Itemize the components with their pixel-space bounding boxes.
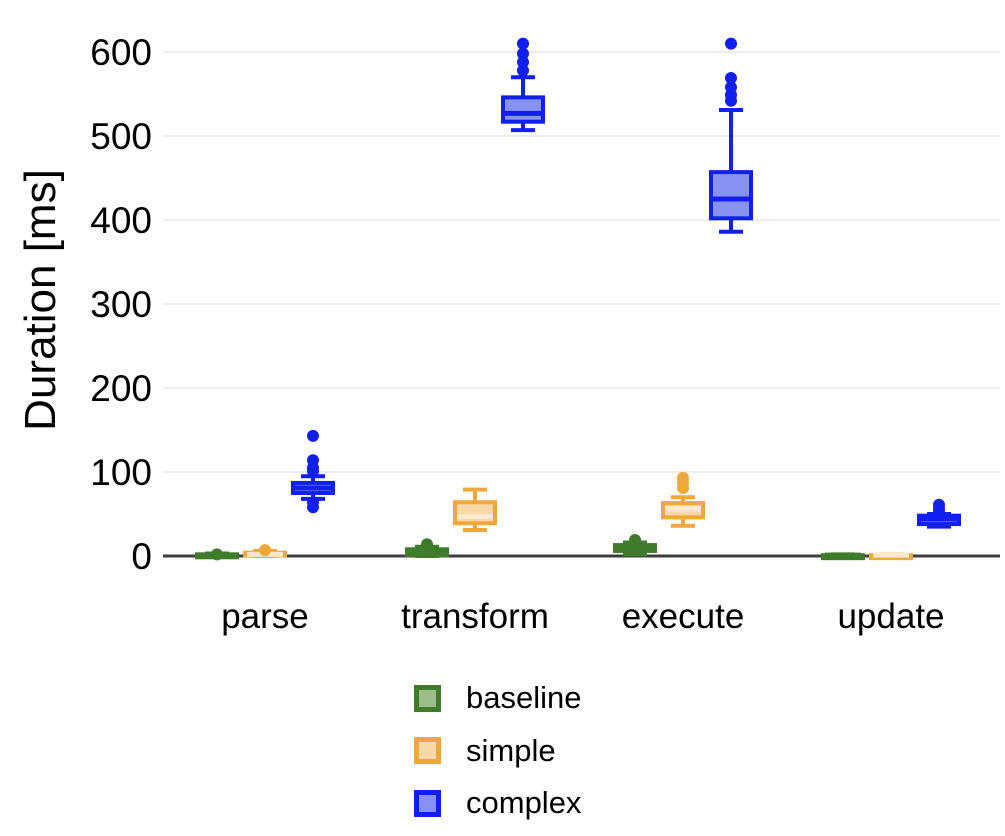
outlier-dot bbox=[725, 37, 737, 50]
x-tick-label: update bbox=[837, 597, 944, 636]
y-tick-label: 600 bbox=[90, 32, 152, 73]
outlier-dot bbox=[933, 498, 945, 511]
outlier-dot bbox=[307, 429, 319, 442]
y-tick-label: 0 bbox=[131, 536, 152, 577]
box-baseline-parse bbox=[195, 548, 239, 561]
outlier-dot bbox=[421, 538, 433, 551]
x-tick-label: transform bbox=[401, 597, 549, 636]
outlier-dot bbox=[517, 47, 529, 60]
legend-label: complex bbox=[466, 785, 582, 821]
legend: baseline simple complex bbox=[414, 680, 582, 820]
box-simple-execute bbox=[661, 471, 705, 528]
outlier-dot bbox=[725, 81, 737, 94]
legend-item-baseline: baseline bbox=[414, 680, 582, 715]
outlier-dot bbox=[517, 56, 529, 69]
outlier-dot bbox=[629, 534, 641, 547]
iqr-box bbox=[501, 95, 545, 124]
outlier-dot bbox=[307, 496, 319, 509]
y-tick-label: 100 bbox=[90, 452, 152, 493]
outlier-dot bbox=[259, 544, 271, 557]
y-tick-label: 200 bbox=[90, 368, 152, 409]
legend-label: baseline bbox=[466, 680, 582, 715]
box-complex-execute bbox=[709, 37, 753, 234]
legend-label: simple bbox=[466, 732, 556, 768]
box-complex-update bbox=[917, 498, 961, 529]
y-tick-label: 400 bbox=[90, 200, 152, 241]
outlier-dot bbox=[517, 37, 529, 50]
legend-swatch-complex bbox=[414, 789, 441, 817]
box-baseline-update bbox=[821, 552, 865, 561]
box-simple-transform bbox=[453, 487, 497, 532]
box-complex-transform bbox=[501, 37, 545, 133]
legend-item-simple: simple bbox=[414, 732, 581, 768]
y-tick-label: 300 bbox=[90, 284, 152, 325]
y-tick-label: 500 bbox=[90, 116, 152, 157]
legend-swatch-baseline bbox=[414, 684, 441, 712]
x-tick-label: parse bbox=[221, 597, 309, 636]
outlier-dot bbox=[517, 64, 529, 77]
x-tick-label: execute bbox=[622, 597, 745, 636]
box-complex-parse bbox=[291, 429, 335, 514]
outlier-dot bbox=[307, 454, 319, 467]
legend-swatch-simple bbox=[414, 737, 441, 765]
box-baseline-transform bbox=[405, 538, 449, 558]
outlier-dot bbox=[725, 72, 737, 85]
outlier-dot bbox=[211, 548, 223, 561]
iqr-box bbox=[453, 500, 497, 526]
legend-item-complex: complex bbox=[414, 787, 581, 820]
iqr-box bbox=[709, 170, 753, 221]
outlier-dot bbox=[677, 471, 689, 484]
box-simple-parse bbox=[243, 544, 287, 558]
box-simple-update bbox=[869, 552, 913, 561]
box-baseline-execute bbox=[613, 534, 657, 557]
